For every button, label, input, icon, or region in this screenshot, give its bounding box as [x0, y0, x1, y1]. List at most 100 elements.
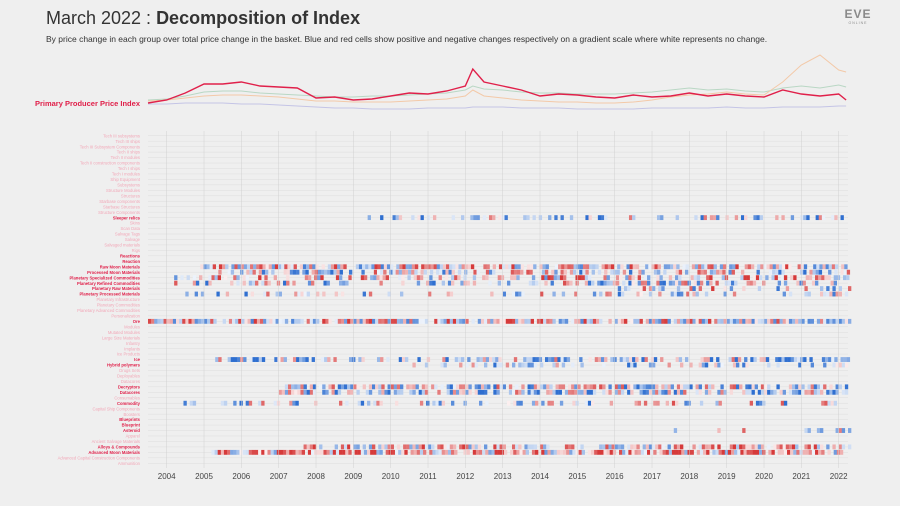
heatmap-cell: [263, 291, 267, 297]
heatmap-cell: [678, 449, 682, 455]
heatmap-cell: [339, 275, 343, 281]
heatmap-cell: [658, 389, 662, 395]
heatmap-cell: [755, 449, 760, 455]
heatmap-cell: [261, 400, 265, 406]
heatmap-cell: [714, 362, 718, 368]
index-line: [147, 67, 847, 104]
heatmap-cell: [614, 444, 618, 450]
heatmap-cell: [807, 291, 811, 297]
heatmap-cell: [708, 384, 712, 390]
heatmap-cell: [676, 444, 681, 450]
heatmap-cell: [707, 264, 711, 270]
heatmap-cell: [829, 389, 833, 395]
heatmap-row-label: Planetary Commodities: [97, 303, 140, 308]
heatmap-cell: [498, 215, 502, 221]
heatmap-cell: [474, 389, 478, 395]
heatmap-cell: [599, 291, 603, 297]
heatmap-row-label: Salvage Tags: [115, 232, 140, 237]
heatmap-cell: [381, 384, 385, 390]
heatmap-cell: [699, 280, 704, 286]
heatmap-cell: [471, 318, 475, 324]
heatmap-cell: [180, 275, 184, 281]
heatmap-cell: [563, 269, 567, 275]
heatmap-cell: [712, 215, 717, 221]
heatmap-cell: [461, 264, 465, 270]
heatmap-cell: [456, 384, 460, 390]
heatmap-cell: [383, 264, 388, 270]
heatmap-row-label: Planetary Infrastructure: [96, 297, 140, 302]
heatmap-cell: [432, 449, 436, 455]
heatmap-row-label: Tech II ships: [117, 150, 140, 155]
heatmap-cell: [736, 384, 740, 390]
heatmap-cell: [274, 264, 279, 270]
heatmap-cell: [657, 264, 661, 270]
heatmap-cell: [235, 318, 239, 324]
heatmap-cell: [594, 449, 598, 455]
heatmap-cell: [438, 275, 442, 281]
heatmap-cell: [736, 362, 740, 368]
heatmap-cell: [835, 428, 839, 433]
heatmap-cell: [524, 318, 528, 324]
heatmap-cell: [807, 428, 811, 433]
heatmap-cell: [604, 215, 608, 221]
heatmap-cell: [360, 400, 365, 406]
heatmap-cell: [689, 318, 693, 324]
heatmap-cell: [275, 318, 279, 324]
heatmap-cell: [757, 286, 762, 292]
heatmap-cell: [661, 286, 665, 292]
heatmap-cell: [303, 384, 307, 390]
heatmap-cell: [309, 444, 314, 450]
heatmap-cell: [487, 318, 491, 324]
heatmap-cell: [605, 444, 609, 450]
heatmap-cell: [409, 389, 413, 395]
x-tick-label: 2015: [568, 472, 586, 481]
heatmap-cell: [479, 357, 483, 362]
heatmap-cell: [449, 264, 453, 270]
heatmap-cell: [580, 444, 584, 450]
heatmap-cell: [373, 400, 377, 406]
heatmap-cell: [297, 384, 301, 390]
heatmap-cell: [668, 280, 673, 286]
heatmap-cell: [205, 280, 209, 286]
heatmap-cell: [407, 275, 411, 281]
heatmap-cell: [378, 384, 382, 390]
heatmap-cell: [293, 264, 297, 270]
heatmap-cell: [776, 318, 780, 324]
heatmap-cell: [395, 400, 399, 406]
heatmap-cell: [729, 286, 734, 292]
heatmap-cell: [340, 264, 344, 270]
heatmap-cell: [719, 264, 724, 270]
heatmap-cell: [661, 384, 665, 390]
heatmap-cell: [717, 362, 721, 368]
heatmap-cell: [231, 264, 235, 270]
heatmap-cell: [631, 280, 635, 286]
heatmap-cell: [320, 357, 325, 362]
heatmap-cell: [368, 291, 373, 297]
heatmap-cell: [418, 444, 422, 450]
heatmap-cell: [637, 275, 641, 281]
heatmap-cell: [543, 384, 547, 390]
heatmap-cell: [569, 269, 574, 275]
heatmap-cell: [212, 264, 217, 270]
heatmap-cell: [223, 449, 228, 455]
heatmap-cell: [362, 264, 366, 270]
heatmap-cell: [711, 384, 715, 390]
heatmap-cell: [294, 384, 298, 390]
heatmap-cell: [289, 400, 293, 406]
heatmap-cell: [829, 384, 833, 390]
heatmap-cell: [807, 389, 811, 395]
heatmap-cell: [662, 280, 666, 286]
heatmap-cell: [213, 318, 217, 324]
heatmap-cell: [704, 264, 708, 270]
heatmap-cell: [792, 444, 796, 450]
heatmap-cell: [563, 275, 567, 281]
heatmap-cell: [546, 444, 550, 450]
heatmap-cell: [488, 280, 492, 286]
heatmap-cell: [444, 275, 449, 281]
heatmap-cell: [462, 389, 466, 395]
heatmap-cell: [340, 291, 345, 297]
heatmap-cell: [319, 384, 323, 390]
heatmap-cell: [549, 318, 553, 324]
heatmap-cell: [409, 318, 413, 324]
heatmap-cell: [485, 449, 489, 455]
